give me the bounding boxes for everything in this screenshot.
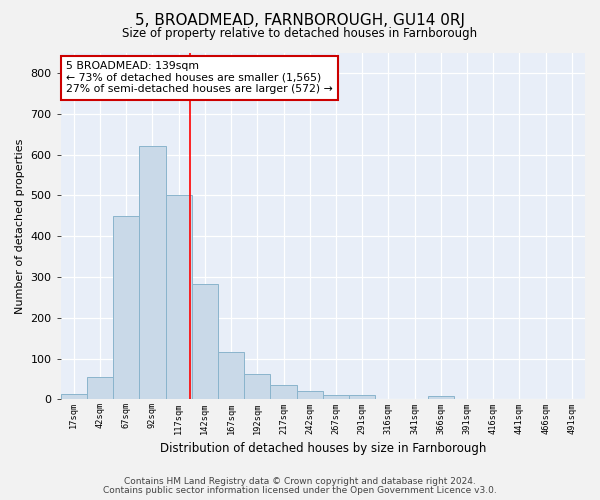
X-axis label: Distribution of detached houses by size in Farnborough: Distribution of detached houses by size … — [160, 442, 486, 455]
Text: Contains public sector information licensed under the Open Government Licence v3: Contains public sector information licen… — [103, 486, 497, 495]
Bar — [61, 394, 87, 400]
Bar — [428, 396, 454, 400]
Text: Contains HM Land Registry data © Crown copyright and database right 2024.: Contains HM Land Registry data © Crown c… — [124, 477, 476, 486]
Bar — [139, 146, 166, 400]
Y-axis label: Number of detached properties: Number of detached properties — [15, 138, 25, 314]
Bar — [166, 196, 192, 400]
Text: Size of property relative to detached houses in Farnborough: Size of property relative to detached ho… — [122, 28, 478, 40]
Text: 5, BROADMEAD, FARNBOROUGH, GU14 0RJ: 5, BROADMEAD, FARNBOROUGH, GU14 0RJ — [135, 12, 465, 28]
Bar — [323, 396, 349, 400]
Bar — [271, 385, 296, 400]
Text: 5 BROADMEAD: 139sqm
← 73% of detached houses are smaller (1,565)
27% of semi-det: 5 BROADMEAD: 139sqm ← 73% of detached ho… — [66, 61, 333, 94]
Bar — [244, 374, 271, 400]
Bar — [296, 391, 323, 400]
Bar — [349, 396, 375, 400]
Bar — [113, 216, 139, 400]
Bar — [87, 377, 113, 400]
Bar — [218, 352, 244, 400]
Bar — [192, 284, 218, 400]
